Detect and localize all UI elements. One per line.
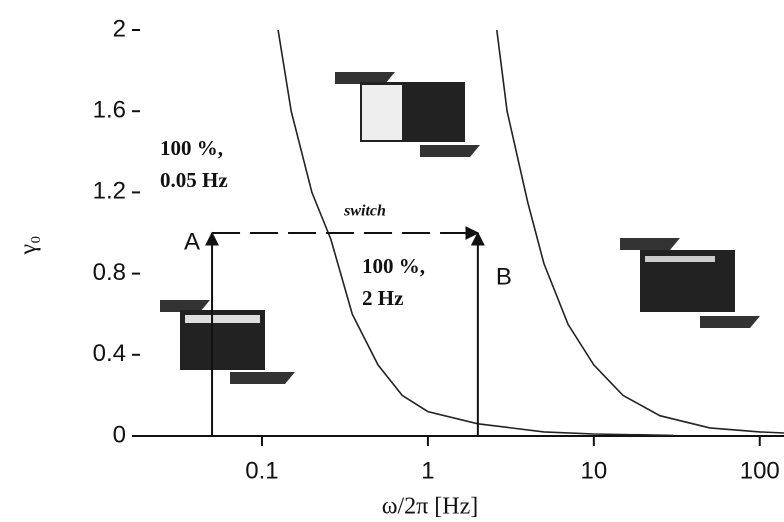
shear-icon [620, 238, 760, 328]
x-tick-label: 10 [580, 457, 607, 484]
shear-icon [335, 72, 480, 157]
annotation: 100 %, [362, 254, 425, 278]
switch-label: switch [343, 203, 386, 220]
annotation: 2 Hz [362, 286, 403, 310]
arrow-label: A [184, 228, 200, 255]
data-line [496, 29, 784, 434]
x-tick-label: 1 [421, 457, 434, 484]
y-tick-label: 1.6 [93, 97, 126, 124]
y-tick-label: 0.8 [93, 259, 126, 286]
y-tick-label: 0 [113, 421, 126, 448]
annotation: 100 %, [160, 136, 223, 160]
data-line [277, 29, 674, 437]
x-tick-label: 0.1 [245, 457, 278, 484]
y-axis-label: γ₀ [16, 236, 42, 256]
shear-icon [160, 300, 295, 384]
y-tick-label: 2 [113, 15, 126, 42]
x-tick-label: 100 [740, 457, 780, 484]
y-tick-label: 1.2 [93, 178, 126, 205]
y-tick-label: 0.4 [93, 340, 126, 367]
annotation: 0.05 Hz [160, 168, 228, 192]
arrow-label: B [496, 263, 512, 290]
x-axis-label: ω/2π [Hz] [382, 494, 479, 520]
